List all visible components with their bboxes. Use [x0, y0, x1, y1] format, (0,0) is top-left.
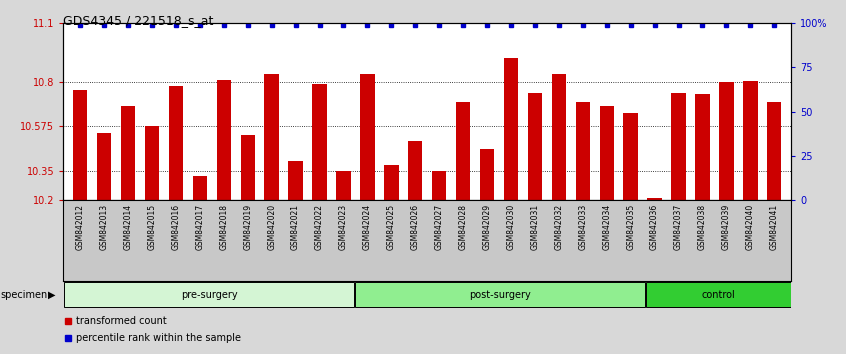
Text: GSM842022: GSM842022 [315, 204, 324, 250]
Bar [288, 161, 303, 200]
Bar [719, 82, 733, 200]
Text: GDS4345 / 221518_s_at: GDS4345 / 221518_s_at [63, 14, 214, 27]
Bar [575, 102, 590, 200]
FancyBboxPatch shape [355, 282, 645, 307]
Bar [73, 90, 87, 200]
Text: GSM842030: GSM842030 [507, 204, 515, 250]
Text: GSM842040: GSM842040 [746, 204, 755, 250]
Bar [456, 102, 470, 200]
Text: GSM842019: GSM842019 [244, 204, 252, 250]
Text: GSM842029: GSM842029 [482, 204, 492, 250]
Text: GSM842033: GSM842033 [579, 204, 587, 250]
FancyBboxPatch shape [64, 282, 354, 307]
Text: GSM842016: GSM842016 [172, 204, 180, 250]
Text: transformed count: transformed count [76, 316, 167, 326]
Bar [647, 198, 662, 200]
Bar [145, 126, 159, 200]
Text: GSM842015: GSM842015 [147, 204, 157, 250]
Text: GSM842023: GSM842023 [339, 204, 348, 250]
Text: GSM842021: GSM842021 [291, 204, 300, 250]
Bar [695, 94, 710, 200]
Text: ▶: ▶ [48, 290, 56, 300]
Text: GSM842017: GSM842017 [195, 204, 205, 250]
Text: pre-surgery: pre-surgery [181, 290, 237, 300]
Bar [193, 176, 207, 200]
Text: GSM842039: GSM842039 [722, 204, 731, 250]
Bar [240, 135, 255, 200]
Bar [480, 149, 494, 200]
Bar [504, 58, 518, 200]
FancyBboxPatch shape [646, 282, 790, 307]
Bar [528, 93, 542, 200]
Text: post-surgery: post-surgery [470, 290, 530, 300]
Text: GSM842028: GSM842028 [459, 204, 468, 250]
Bar [743, 81, 757, 200]
Text: GSM842027: GSM842027 [435, 204, 443, 250]
Text: GSM842025: GSM842025 [387, 204, 396, 250]
Text: control: control [701, 290, 735, 300]
Bar [217, 80, 231, 200]
Bar [121, 105, 135, 200]
Bar [408, 141, 422, 200]
Bar [767, 102, 782, 200]
Text: GSM842014: GSM842014 [124, 204, 133, 250]
Text: GSM842036: GSM842036 [650, 204, 659, 250]
Bar [312, 84, 327, 200]
Bar [360, 74, 375, 200]
Text: GSM842034: GSM842034 [602, 204, 611, 250]
Text: GSM842018: GSM842018 [219, 204, 228, 250]
Bar [265, 74, 279, 200]
Text: GSM842038: GSM842038 [698, 204, 707, 250]
Bar [336, 171, 350, 200]
Text: GSM842020: GSM842020 [267, 204, 276, 250]
Bar [672, 93, 686, 200]
Bar [97, 133, 112, 200]
Text: GSM842031: GSM842031 [530, 204, 540, 250]
Text: specimen: specimen [1, 290, 48, 300]
Bar [168, 86, 183, 200]
Bar [384, 165, 398, 200]
Bar [624, 114, 638, 200]
Text: GSM842041: GSM842041 [770, 204, 779, 250]
Text: GSM842032: GSM842032 [554, 204, 563, 250]
Text: percentile rank within the sample: percentile rank within the sample [76, 333, 241, 343]
Text: GSM842026: GSM842026 [411, 204, 420, 250]
Text: GSM842013: GSM842013 [100, 204, 108, 250]
Bar [552, 74, 566, 200]
Text: GSM842037: GSM842037 [674, 204, 683, 250]
Bar [432, 171, 447, 200]
Text: GSM842024: GSM842024 [363, 204, 372, 250]
Bar [600, 105, 614, 200]
Text: GSM842035: GSM842035 [626, 204, 635, 250]
Text: GSM842012: GSM842012 [75, 204, 85, 250]
